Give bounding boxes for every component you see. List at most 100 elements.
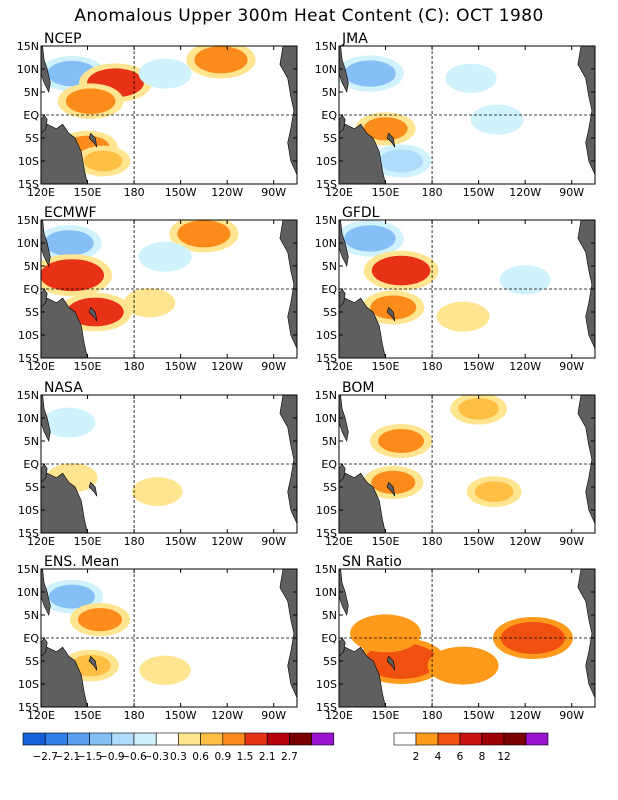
lon-tick-label: 90W	[261, 535, 286, 548]
lat-tick-label: 5N	[24, 609, 39, 622]
lon-tick-label: 120E	[27, 535, 55, 548]
lat-tick-label: 5S	[25, 481, 39, 494]
lat-tick-label: 15N	[315, 214, 337, 227]
lat-tick-label: 15S	[316, 352, 337, 365]
land-mask	[41, 395, 297, 533]
legend-swatch	[289, 732, 312, 746]
legend-swatch	[393, 732, 417, 746]
contour-core	[70, 654, 111, 677]
legend-swatch	[459, 732, 483, 746]
lon-tick-label: 150W	[463, 186, 495, 199]
lon-tick-label: 150E	[372, 186, 400, 199]
lat-tick-label: 10N	[315, 63, 337, 76]
legend-label: −1.5	[77, 751, 103, 763]
contour-core	[146, 246, 184, 267]
contour-core	[132, 293, 168, 313]
lat-tick-label: 15S	[18, 527, 39, 540]
panel-label-ncep: NCEP	[44, 31, 82, 47]
legend-label: 0.9	[214, 751, 231, 763]
contour-core	[453, 68, 489, 88]
contour-core	[65, 88, 116, 114]
lat-tick-label: 10S	[316, 504, 337, 517]
lat-tick-label: 15N	[17, 214, 39, 227]
lat-tick-label: 15S	[18, 178, 39, 191]
contour-core	[444, 306, 482, 327]
lon-tick-label: 120E	[27, 186, 55, 199]
lon-tick-label: 120E	[325, 360, 353, 373]
lon-tick-label: 120W	[509, 186, 541, 199]
legend-swatch	[244, 732, 268, 746]
contour-core	[194, 46, 248, 74]
land-mask	[41, 220, 297, 358]
lon-tick-label: 150E	[74, 535, 102, 548]
lat-tick-label: 15N	[315, 563, 337, 576]
legend-swatch	[525, 732, 549, 746]
lat-tick-label: 15N	[17, 563, 39, 576]
land-philippines	[339, 395, 349, 442]
legend-swatch	[481, 732, 505, 746]
lat-tick-label: 10S	[18, 155, 39, 168]
lon-tick-label: 90W	[559, 360, 584, 373]
lon-tick-label: 120E	[325, 535, 353, 548]
land-sulawesi	[41, 288, 48, 308]
lat-tick-label: 10S	[18, 329, 39, 342]
lat-tick-label: 5S	[25, 132, 39, 145]
land-philippines	[41, 220, 51, 267]
lat-tick-label: 5N	[322, 260, 337, 273]
anomaly-field	[363, 395, 522, 507]
land-americas	[577, 569, 595, 698]
page-title: Anomalous Upper 300m Heat Content (C): O…	[74, 6, 544, 26]
legend-swatch	[22, 732, 46, 746]
land-americas	[279, 220, 297, 349]
legend-label: 12	[497, 751, 510, 763]
legend-swatch	[415, 732, 439, 746]
lat-tick-label: 10N	[315, 412, 337, 425]
contour-core	[378, 149, 424, 173]
lon-tick-label: 150W	[463, 360, 495, 373]
legend-sn: 2 4 6 8 12	[393, 732, 549, 763]
land-sulawesi	[339, 463, 346, 483]
land-sulawesi	[339, 637, 346, 657]
land-solomon	[88, 132, 98, 148]
legend-label: 2.1	[259, 751, 276, 763]
anomaly-field	[41, 46, 256, 177]
land-philippines	[339, 220, 349, 267]
panel-label-ecmwf: ECMWF	[44, 205, 97, 221]
lon-tick-label: 150E	[74, 709, 102, 722]
lat-tick-label: 10N	[315, 237, 337, 250]
lon-tick-label: 120W	[509, 360, 541, 373]
legend-label: 2.7	[281, 751, 298, 763]
land-solomon	[386, 481, 396, 497]
contour-core	[49, 584, 96, 609]
lon-tick-label: 150W	[165, 709, 197, 722]
land-americas	[577, 46, 595, 175]
lat-tick-label: 5S	[323, 306, 337, 319]
panel-label-gfdl: GFDL	[342, 205, 380, 221]
contour-core	[147, 660, 183, 680]
contour-core	[378, 429, 425, 453]
legend-label: 1.5	[237, 751, 254, 763]
lat-tick-label: 5N	[24, 435, 39, 448]
lon-tick-label: 150E	[372, 709, 400, 722]
land-philippines	[41, 395, 51, 442]
lat-tick-label: EQ	[23, 283, 39, 296]
lon-tick-label: 90W	[559, 709, 584, 722]
legend-swatch	[44, 732, 68, 746]
land-philippines	[41, 46, 51, 93]
contour-core	[44, 230, 94, 256]
lon-tick-label: 120E	[325, 186, 353, 199]
contour-core	[507, 270, 543, 290]
lat-tick-label: 5S	[323, 481, 337, 494]
lon-tick-label: 180	[124, 186, 145, 199]
land-mask	[339, 46, 595, 184]
lat-tick-label: 15S	[316, 701, 337, 714]
contour-core	[478, 109, 516, 130]
lat-tick-label: EQ	[321, 283, 337, 296]
lat-tick-label: EQ	[321, 458, 337, 471]
legend-swatch	[266, 732, 290, 746]
lon-tick-label: 180	[422, 360, 443, 373]
legend-swatch	[222, 732, 246, 746]
lon-tick-label: 150W	[463, 709, 495, 722]
legend-label: 2	[413, 751, 420, 763]
